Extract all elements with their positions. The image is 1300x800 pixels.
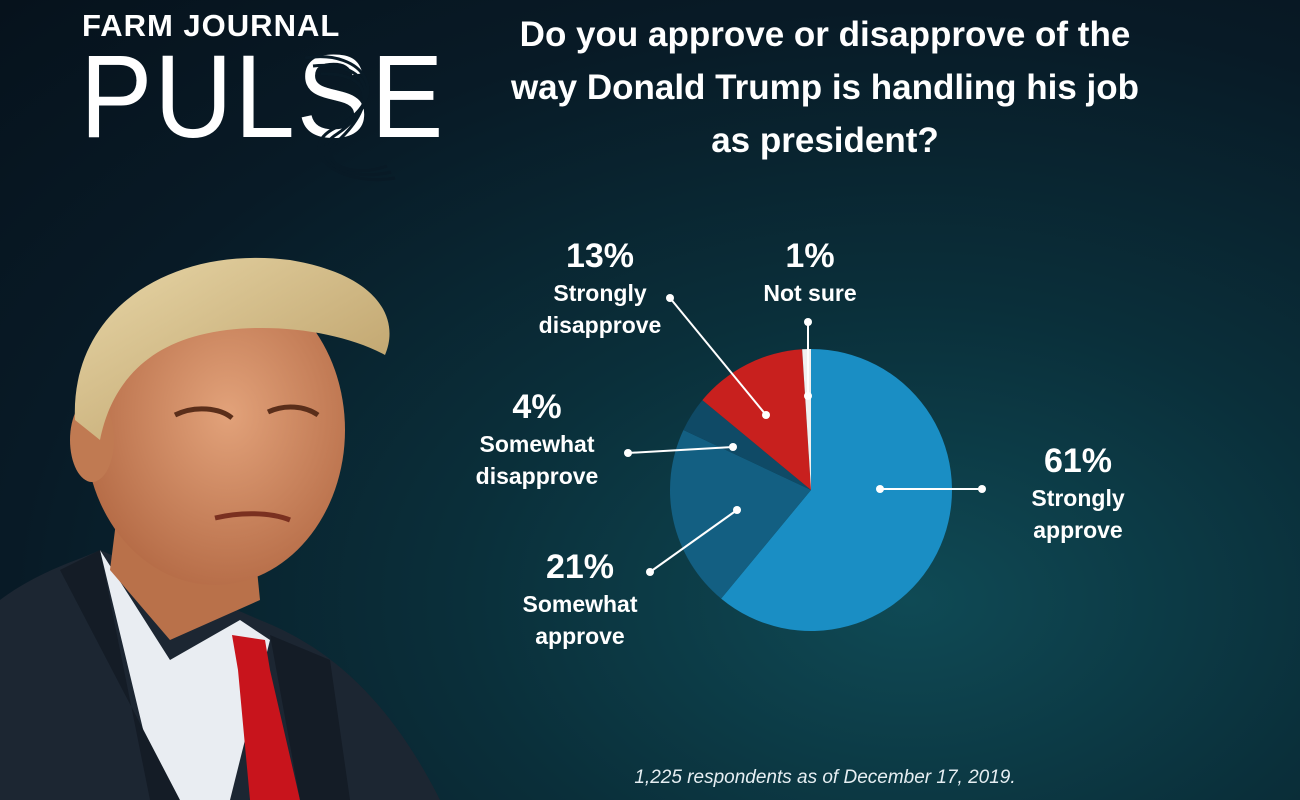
data-label-pct-strongly-disapprove: 13% [566, 237, 634, 275]
farm-journal-pulse-logo: FARM JOURNAL PULSE [80, 8, 443, 188]
pie-slice-strongly-approve [721, 349, 952, 631]
leader-dot-somewhat-disapprove-0 [729, 443, 737, 451]
leader-dot-somewhat-approve-0 [733, 506, 741, 514]
data-label-category-strongly-approve-line-0: Strongly [1031, 485, 1124, 511]
leader-line-somewhat-approve [649, 509, 738, 573]
leader-dot-not-sure-1 [804, 318, 812, 326]
data-label-category-strongly-disapprove-line-0: Strongly [553, 280, 646, 306]
respondents-footnote: 1,225 respondents as of December 17, 201… [634, 767, 1016, 788]
data-label-pct-strongly-approve: 61% [1044, 442, 1112, 480]
pie-slice-somewhat-disapprove [683, 400, 811, 490]
logo-brand-main: PULSE [80, 31, 446, 163]
leader-dot-strongly-approve-0 [876, 485, 884, 493]
leader-dot-not-sure-0 [804, 392, 812, 400]
pie-slice-strongly-disapprove [702, 349, 811, 490]
logo-brand-top: FARM JOURNAL [82, 8, 341, 43]
leader-dot-somewhat-disapprove-1 [624, 449, 632, 457]
data-label-category-strongly-approve-line-1: approve [1033, 517, 1122, 543]
leader-line-strongly-disapprove [669, 297, 767, 416]
data-label-category-somewhat-approve-line-1: approve [535, 623, 624, 649]
data-label-category-strongly-disapprove-line-1: disapprove [539, 312, 662, 338]
pulse-swirl-icon [304, 55, 396, 181]
president-portrait [0, 257, 440, 800]
data-label-category-somewhat-approve-line-0: Somewhat [522, 591, 637, 617]
pie-slice-somewhat-approve [669, 429, 811, 599]
chart-question-title: Do you approve or disapprove of the way … [510, 15, 1140, 160]
data-label-category-somewhat-disapprove-line-1: disapprove [476, 463, 599, 489]
leader-line-somewhat-disapprove [627, 446, 734, 454]
data-label-pct-not-sure: 1% [785, 237, 834, 275]
data-label-pct-somewhat-approve: 21% [546, 548, 614, 586]
data-label-category-somewhat-disapprove-line-0: Somewhat [479, 431, 594, 457]
leader-dot-strongly-disapprove-0 [762, 411, 770, 419]
data-label-pct-somewhat-disapprove: 4% [512, 388, 561, 426]
leader-dot-somewhat-approve-1 [646, 568, 654, 576]
data-label-category-not-sure-line-0: Not sure [763, 280, 856, 306]
leader-dot-strongly-approve-1 [978, 485, 986, 493]
leader-dot-strongly-disapprove-1 [666, 294, 674, 302]
